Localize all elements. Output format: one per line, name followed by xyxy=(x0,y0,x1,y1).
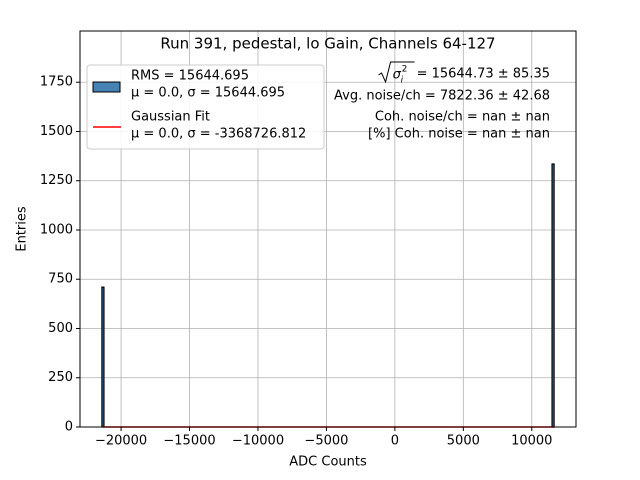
annotation: = 15644.73 ± 85.35 xyxy=(417,67,550,82)
y-tick-label: 1000 xyxy=(40,222,73,237)
annotation: Coh. noise/ch = nan ± nan xyxy=(375,110,550,125)
legend-label: RMS = 15644.695 xyxy=(131,69,249,84)
legend-box xyxy=(86,64,325,150)
y-tick-label: 1250 xyxy=(40,173,73,188)
y-tick-label: 250 xyxy=(48,370,73,385)
legend-label: μ = 0.0, σ = -3368726.812 xyxy=(131,127,306,142)
x-tick-label: 0 xyxy=(391,434,399,449)
x-tick-label: 10000 xyxy=(511,434,552,449)
x-axis-label: ADC Counts xyxy=(289,455,367,470)
y-tick-label: 0 xyxy=(65,420,73,435)
annotation-superscript: 2 xyxy=(402,65,408,75)
y-axis-label: Entries xyxy=(15,206,30,252)
legend: RMS = 15644.695 μ = 0.0, σ = 15644.695 Gau… xyxy=(86,64,325,150)
histogram-bar xyxy=(101,286,105,428)
x-tick-label: −5000 xyxy=(304,434,348,449)
y-tick-label: 1500 xyxy=(40,124,73,139)
annotation-symbol: σ xyxy=(393,68,402,83)
axes-frame xyxy=(79,30,577,428)
radical xyxy=(378,61,415,84)
x-tick-label: −20000 xyxy=(95,434,147,449)
annotation-subscript: i xyxy=(401,76,404,86)
x-tick-label: 5000 xyxy=(447,434,480,449)
y-tick-label: 1750 xyxy=(40,75,73,90)
annotations: = 15644.73 ± 85.35 σ i2 Avg. noise/ch = 782… xyxy=(334,61,550,142)
y-tick-label: 500 xyxy=(48,321,73,336)
x-tick-label: −15000 xyxy=(163,434,215,449)
annotation: [%] Coh. noise = nan ± nan xyxy=(368,127,550,142)
y-tick-label: 750 xyxy=(48,272,73,287)
chart-title: Run 391, pedestal, lo Gain, Channels 64-… xyxy=(160,35,495,53)
legend-swatch xyxy=(92,81,121,93)
legend-label: μ = 0.0, σ = 15644.695 xyxy=(131,86,285,101)
annotation: Avg. noise/ch = 7822.36 ± 42.68 xyxy=(334,89,550,104)
legend-label: Gaussian Fit xyxy=(131,110,210,125)
x-tick-label: −10000 xyxy=(232,434,284,449)
histogram-bar xyxy=(551,163,555,428)
